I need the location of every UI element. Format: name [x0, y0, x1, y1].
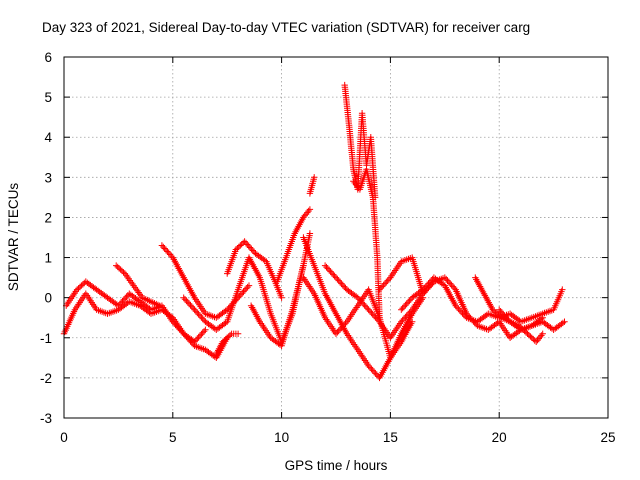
y-tick-label: 0: [44, 291, 52, 306]
y-tick-label: -2: [40, 371, 52, 386]
y-tick-label: 2: [44, 210, 52, 225]
y-tick-label: 4: [44, 130, 52, 145]
x-axis-label: GPS time / hours: [285, 458, 388, 473]
series-markers: [496, 306, 546, 333]
grid-layer: [64, 57, 608, 418]
series-markers: [350, 166, 383, 321]
data-series-track-3: [113, 262, 163, 309]
series-markers: [321, 262, 438, 341]
x-tick-label: 15: [383, 430, 398, 445]
y-axis-label: SDTVAR / TECUs: [6, 183, 21, 292]
x-tick-label: 5: [169, 430, 177, 445]
x-tick-label: 25: [600, 430, 615, 445]
series-markers: [213, 330, 242, 357]
data-series-track-9: [274, 206, 314, 285]
data-series-track-7: [213, 330, 242, 357]
data-series-track-6: [224, 238, 285, 301]
data-series-track-8: [247, 230, 314, 349]
y-tick-label: 1: [44, 251, 52, 266]
chart-title: Day 323 of 2021, Sidereal Day-to-day VTE…: [42, 20, 530, 35]
data-series-track-19: [496, 306, 546, 333]
data-layer: [60, 81, 568, 382]
y-tick-label: 5: [44, 90, 52, 105]
y-tick-label: 6: [44, 50, 52, 65]
data-series-track-14: [341, 81, 379, 201]
x-tick-label: 10: [274, 430, 289, 445]
plot-frame: [63, 56, 609, 419]
series-markers: [113, 262, 163, 309]
x-tick-label: 20: [492, 430, 507, 445]
series-markers: [398, 274, 566, 325]
y-tick-label: -3: [40, 411, 52, 426]
y-tick-labels: -3 -2 -1 0 1 2 3 4 5 6: [40, 50, 53, 426]
data-series-track-11: [306, 174, 318, 197]
data-series-track-4: [158, 242, 253, 321]
series-markers: [158, 242, 253, 321]
data-series-track-15: [350, 166, 383, 321]
x-tick-labels: 0 5 10 15 20 25: [60, 430, 615, 445]
series-markers: [306, 174, 318, 197]
series-markers: [274, 206, 314, 285]
series-markers: [341, 81, 379, 201]
data-series-track-17: [398, 274, 566, 325]
series-markers: [224, 238, 285, 301]
tick-layer: [63, 56, 609, 419]
x-tick-label: 0: [60, 430, 68, 445]
series-markers: [247, 230, 314, 349]
y-tick-label: -1: [40, 331, 52, 346]
y-tick-label: 3: [44, 170, 52, 185]
data-series-track-13: [321, 262, 438, 341]
